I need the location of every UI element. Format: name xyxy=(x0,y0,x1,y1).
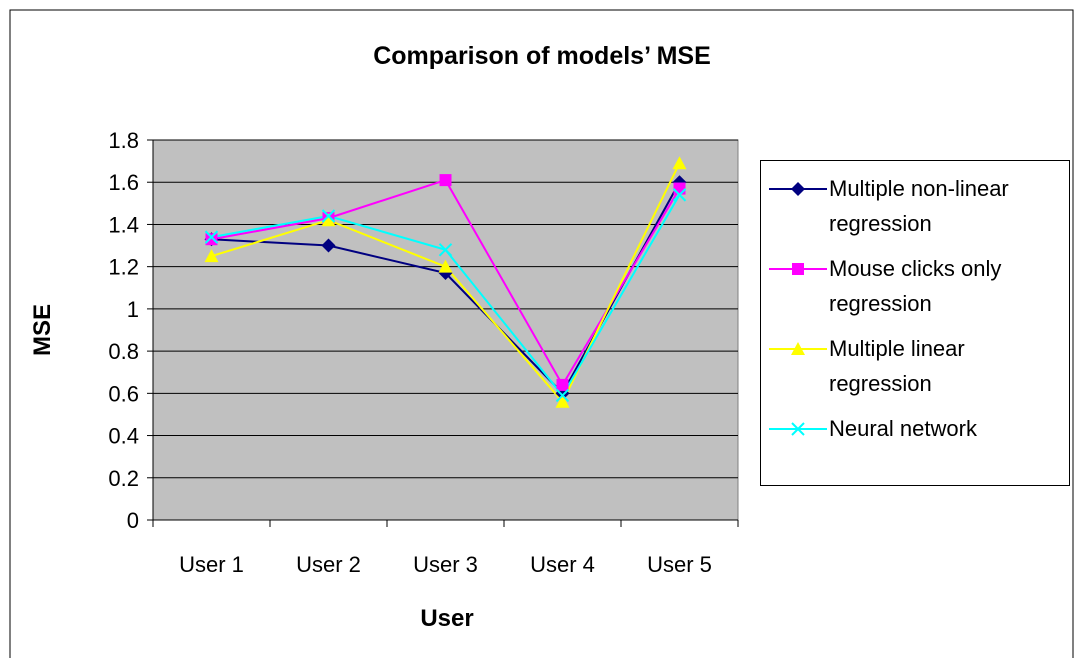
marker xyxy=(321,213,336,227)
legend-swatch xyxy=(769,263,827,275)
y-axis-label: MSE xyxy=(29,304,56,356)
x-tick-label: User 5 xyxy=(647,552,712,577)
plot-area xyxy=(152,139,739,521)
x-tick-label: User 1 xyxy=(179,552,244,577)
marker xyxy=(321,238,336,253)
marker xyxy=(672,188,687,202)
chart-border xyxy=(9,9,1074,658)
y-tick-label: 0.6 xyxy=(108,381,139,406)
marker xyxy=(555,394,570,408)
y-tick-label: 1.2 xyxy=(108,255,139,280)
x-axis-label: User xyxy=(420,605,473,632)
y-tick-label: 0 xyxy=(127,508,139,533)
legend-label: Multiple non-linear regression xyxy=(829,176,1009,236)
y-tick-label: 1.6 xyxy=(108,170,139,195)
marker xyxy=(321,209,336,223)
marker xyxy=(556,378,569,391)
y-tick-label: 1 xyxy=(127,297,139,322)
marker xyxy=(205,233,218,246)
legend-entry: Multiple non-linear regression xyxy=(767,171,1069,241)
y-tick-label: 0.4 xyxy=(108,424,139,449)
y-tick-label: 1.8 xyxy=(108,128,139,153)
marker xyxy=(791,342,805,355)
marker xyxy=(204,230,219,244)
y-tick-label: 0.2 xyxy=(108,466,139,491)
legend-swatch xyxy=(769,342,827,355)
legend-label: Multiple linear regression xyxy=(829,336,965,396)
marker xyxy=(555,388,570,403)
legend-swatch xyxy=(769,422,827,436)
legend-entry: Neural network xyxy=(767,411,1069,446)
legend-label: Mouse clicks only regression xyxy=(829,256,1002,316)
marker xyxy=(438,259,453,273)
legend-entry: Mouse clicks only regression xyxy=(767,251,1069,321)
marker xyxy=(792,263,804,275)
marker xyxy=(673,182,686,195)
legend-label: Neural network xyxy=(829,416,977,441)
x-tick-label: User 2 xyxy=(296,552,361,577)
marker xyxy=(791,182,805,196)
marker xyxy=(438,243,453,257)
y-tick-label: 1.4 xyxy=(108,212,139,237)
marker xyxy=(439,174,452,187)
x-tick-label: User 4 xyxy=(530,552,595,577)
marker xyxy=(672,156,687,170)
y-tick-label: 0.8 xyxy=(108,339,139,364)
x-tick-label: User 3 xyxy=(413,552,478,577)
chart-title: Comparison of models’ MSE xyxy=(373,42,711,70)
marker xyxy=(204,249,219,263)
marker xyxy=(791,422,805,436)
legend-swatch xyxy=(769,182,827,196)
legend-entry: Multiple linear regression xyxy=(767,331,1069,401)
legend: Multiple non-linear regression Mouse clic… xyxy=(760,160,1070,486)
